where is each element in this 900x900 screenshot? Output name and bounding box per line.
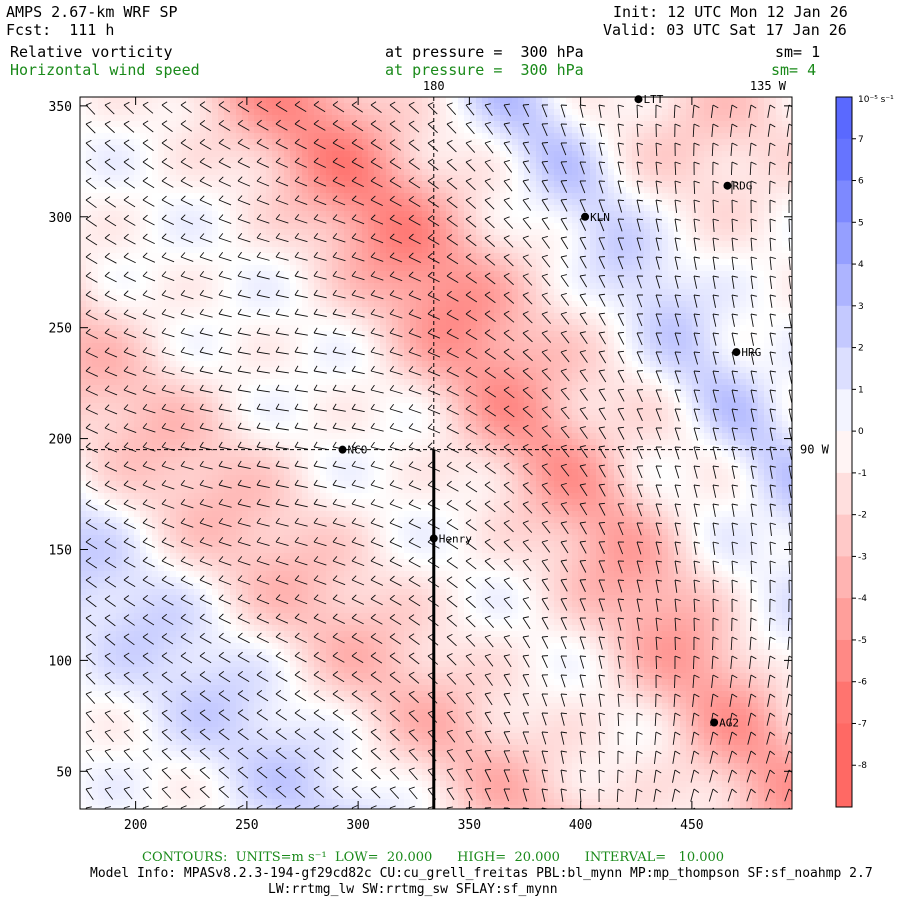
colorbar-label: 2 bbox=[858, 344, 864, 354]
valid-time: Valid: 03 UTC Sat 17 Jan 26 bbox=[603, 21, 847, 39]
field2-smoothing: sm= 4 bbox=[771, 61, 817, 79]
x-tick-label: 250 bbox=[235, 818, 258, 833]
forecast-hour: Fcst: 111 h bbox=[6, 21, 115, 39]
station-rdg-label: RDG bbox=[732, 180, 752, 193]
x-tick-label: 450 bbox=[680, 818, 703, 833]
meridian-label-180: 180 bbox=[423, 79, 445, 93]
station-nco-label: NCO bbox=[348, 444, 368, 457]
x-tick-label: 400 bbox=[569, 818, 592, 833]
colorbar-label: 6 bbox=[858, 177, 864, 187]
vorticity-field bbox=[80, 97, 792, 809]
colorbar-swatch bbox=[836, 180, 852, 223]
station-kln-marker bbox=[581, 212, 590, 221]
field1-name: Relative vorticity bbox=[10, 43, 173, 61]
colorbar-label: -4 bbox=[858, 594, 867, 604]
y-tick-label: 300 bbox=[49, 211, 72, 226]
colorbar-swatch bbox=[836, 472, 852, 516]
colorbar-label: 5 bbox=[858, 218, 864, 228]
colorbar-swatch bbox=[836, 431, 852, 474]
colorbar-swatch bbox=[836, 222, 852, 265]
field1-smoothing: sm= 1 bbox=[775, 43, 821, 61]
colorbar-swatch bbox=[836, 681, 852, 724]
colorbar-swatch bbox=[836, 514, 852, 557]
colorbar-swatch bbox=[836, 639, 852, 683]
colorbar-label: -6 bbox=[858, 678, 867, 688]
field1-level: at pressure = 300 hPa bbox=[385, 43, 584, 61]
station-nco-marker bbox=[338, 445, 347, 454]
plot-frame bbox=[79, 96, 793, 810]
colorbar-label: 1 bbox=[858, 385, 864, 395]
colorbar-label: -5 bbox=[858, 636, 867, 646]
colorbar-label: -1 bbox=[858, 469, 867, 479]
model-info-physics: LW:rrtmg_lw SW:rrtmg_sw SFLAY:sf_mynn bbox=[268, 882, 558, 897]
model-title: AMPS 2.67-km WRF SP bbox=[6, 3, 178, 21]
colorbar-swatch bbox=[836, 97, 852, 140]
colorbar-label: -2 bbox=[858, 511, 867, 521]
station-ltt-label: LTT bbox=[643, 93, 663, 106]
field2-name: Horizontal wind speed bbox=[10, 61, 200, 79]
colorbar-label: -7 bbox=[858, 719, 867, 729]
contour-info: CONTOURS: UNITS=m s⁻¹ LOW= 20.000 HIGH= … bbox=[142, 850, 725, 865]
colorbar-swatch bbox=[836, 556, 852, 599]
colorbar-unit: 10⁻⁵ s⁻¹ bbox=[858, 95, 894, 105]
colorbar-label: 4 bbox=[858, 260, 864, 270]
station-hrg-label: HRG bbox=[741, 346, 761, 359]
colorbar-swatch bbox=[836, 389, 852, 432]
colorbar-swatch bbox=[836, 305, 852, 349]
colorbar-swatch bbox=[836, 723, 852, 766]
station-markers: NCO Henry KLN RDG HRG AG2 LTT bbox=[338, 93, 761, 729]
field2-level: at pressure = 300 hPa bbox=[385, 61, 584, 79]
colorbar-swatch bbox=[836, 264, 852, 307]
x-tick-label: 350 bbox=[458, 818, 481, 833]
x-tick-label: 300 bbox=[346, 818, 369, 833]
station-rdg-marker bbox=[723, 181, 732, 190]
y-tick-label: 100 bbox=[49, 654, 72, 669]
parallel-label-90w: 90 W bbox=[800, 443, 830, 457]
meridian-label-135w: 135 W bbox=[750, 79, 787, 93]
colorbar-label: -8 bbox=[858, 761, 867, 771]
colorbar: 10⁻⁵ s⁻¹ 7 6 5 4 3 2 1 0 -1 -2 -3 -4 -5 -6 -7 -8 bbox=[835, 95, 894, 808]
axes: 200 250 300 350 400 450 50 100 150 200 250 300 350 bbox=[49, 97, 792, 833]
station-hrg-marker bbox=[732, 348, 741, 357]
init-time: Init: 12 UTC Mon 12 Jan 26 bbox=[613, 3, 848, 21]
colorbar-swatch bbox=[836, 138, 852, 182]
y-tick-label: 250 bbox=[49, 322, 72, 337]
station-henry-marker bbox=[429, 534, 438, 543]
wind-barbs bbox=[85, 100, 792, 809]
y-tick-label: 350 bbox=[49, 100, 72, 115]
station-ag2-label: AG2 bbox=[719, 716, 739, 729]
colorbar-swatch bbox=[836, 765, 852, 808]
station-henry-label: Henry bbox=[439, 532, 472, 545]
model-info: Model Info: MPASv8.2.3-194-gf29cd82c CU:… bbox=[90, 866, 873, 881]
colorbar-label: 7 bbox=[858, 135, 864, 145]
y-tick-label: 50 bbox=[56, 765, 72, 780]
colorbar-swatch bbox=[836, 347, 852, 390]
colorbar-label: -3 bbox=[858, 552, 867, 562]
colorbar-swatch bbox=[836, 598, 852, 641]
x-tick-label: 200 bbox=[124, 818, 147, 833]
y-tick-label: 150 bbox=[49, 543, 72, 558]
colorbar-label: 3 bbox=[858, 302, 864, 312]
station-kln-label: KLN bbox=[590, 211, 610, 224]
y-tick-label: 200 bbox=[49, 433, 72, 448]
reference-lines: 180 135 W 90 W bbox=[80, 79, 830, 809]
station-ag2-marker bbox=[710, 718, 719, 727]
colorbar-label: 0 bbox=[858, 427, 864, 437]
station-ltt-marker bbox=[634, 95, 643, 104]
